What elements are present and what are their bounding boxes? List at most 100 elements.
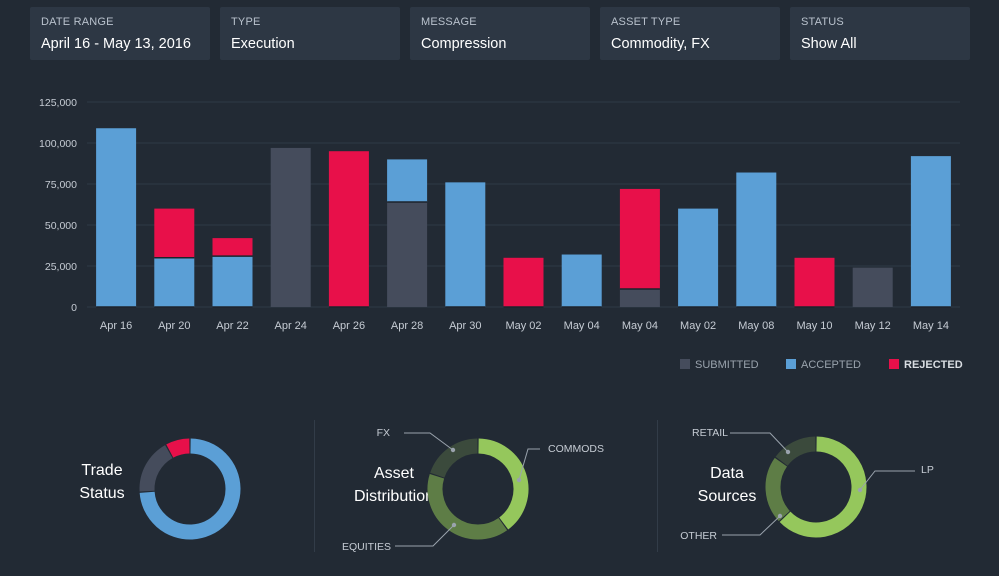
x-tick-label: May 02 xyxy=(505,320,541,332)
y-tick-label: 50,000 xyxy=(45,220,77,232)
filter-value: April 16 - May 13, 2016 xyxy=(41,36,191,52)
bar-accepted[interactable] xyxy=(561,254,602,307)
x-tick-label: Apr 20 xyxy=(158,320,190,332)
y-tick-label: 25,000 xyxy=(45,261,77,273)
filter-label: MESSAGE xyxy=(421,16,477,28)
bar-submitted[interactable] xyxy=(270,147,311,307)
callout-label: LP xyxy=(921,464,934,476)
callout-line xyxy=(395,524,455,547)
trade-status-title: Trade Status xyxy=(62,459,142,505)
legend-item-accepted[interactable]: ACCEPTED xyxy=(786,359,861,371)
callout-line xyxy=(722,515,781,536)
callout-line xyxy=(730,432,789,453)
filter-value: Compression xyxy=(421,36,507,52)
callout-dot xyxy=(785,449,791,455)
filter-value: Commodity, FX xyxy=(611,36,710,52)
donut-segment-equities[interactable] xyxy=(427,474,508,540)
legend-swatch xyxy=(680,359,690,369)
legend-swatch xyxy=(889,359,899,369)
bar-accepted[interactable] xyxy=(96,128,137,307)
bar-rejected[interactable] xyxy=(212,238,253,257)
y-tick-label: 100,000 xyxy=(39,138,77,150)
filter-value: Show All xyxy=(801,36,857,52)
bar-accepted[interactable] xyxy=(910,156,951,307)
callout-dot xyxy=(857,487,863,493)
bar-rejected[interactable] xyxy=(503,257,544,307)
x-tick-label: May 12 xyxy=(855,320,891,332)
legend-item-submitted[interactable]: SUBMITTED xyxy=(680,359,759,371)
legend-label: ACCEPTED xyxy=(801,359,861,371)
callout-dot xyxy=(516,477,522,483)
bar-accepted[interactable] xyxy=(736,172,777,307)
donut-segment-retail[interactable] xyxy=(775,436,816,467)
donut-segment-other[interactable] xyxy=(765,457,791,522)
callout-line xyxy=(859,470,915,491)
callout-label: EQUITIES xyxy=(342,541,391,553)
bar-rejected[interactable] xyxy=(154,208,195,258)
bar-rejected[interactable] xyxy=(619,188,660,289)
data-sources-donut: LP RETAIL OTHER xyxy=(680,427,934,542)
filter-label: TYPE xyxy=(231,16,261,28)
bar-submitted[interactable] xyxy=(852,267,893,307)
callout-line xyxy=(404,432,454,451)
bar-submitted[interactable] xyxy=(619,288,660,307)
donut-segment-submitted[interactable] xyxy=(139,445,173,492)
legend-label: SUBMITTED xyxy=(695,359,759,371)
donut-segment-accepted[interactable] xyxy=(139,438,241,540)
filter-message[interactable]: MESSAGE Compression xyxy=(410,7,590,60)
bar-chart: 125,000 100,000 75,000 50,000 25,000 0 Apr 16 A… xyxy=(39,97,960,332)
donut-segment-fx[interactable] xyxy=(430,438,478,478)
legend-label: REJECTED xyxy=(904,359,963,371)
title-line: Sources xyxy=(697,488,757,505)
x-tick-label: Apr 24 xyxy=(274,320,306,332)
x-tick-label: Apr 16 xyxy=(100,320,132,332)
asset-distribution-title: Asset Distribution xyxy=(320,462,468,508)
title-line: Distribution xyxy=(353,488,435,505)
filter-date-range[interactable]: DATE RANGE April 16 - May 13, 2016 xyxy=(30,7,210,60)
filter-label: STATUS xyxy=(801,16,844,28)
x-tick-label: May 10 xyxy=(796,320,832,332)
callout-label: OTHER xyxy=(680,530,717,542)
x-tick-label: Apr 22 xyxy=(216,320,248,332)
x-tick-label: Apr 28 xyxy=(391,320,423,332)
title-line: Status xyxy=(79,485,125,502)
bar-submitted[interactable] xyxy=(387,202,428,307)
x-tick-label: May 14 xyxy=(913,320,949,332)
data-sources-title: Data Sources xyxy=(672,462,782,508)
trade-status-donut xyxy=(139,438,241,540)
x-tick-label: Apr 30 xyxy=(449,320,481,332)
bar-accepted[interactable] xyxy=(387,159,428,203)
title-line: Data xyxy=(710,465,744,482)
y-tick-label: 0 xyxy=(71,302,77,314)
bar-accepted[interactable] xyxy=(212,256,253,307)
bar-accepted[interactable] xyxy=(445,182,486,307)
donut-segment-lp[interactable] xyxy=(779,436,867,538)
filter-label: DATE RANGE xyxy=(41,16,114,28)
callout-label: RETAIL xyxy=(692,427,728,439)
filter-asset-type[interactable]: ASSET TYPE Commodity, FX xyxy=(600,7,780,60)
filter-type[interactable]: TYPE Execution xyxy=(220,7,400,60)
bar-rejected[interactable] xyxy=(328,151,369,307)
filter-value: Execution xyxy=(231,36,295,52)
legend-item-rejected[interactable]: REJECTED xyxy=(889,359,963,371)
callout-label: FX xyxy=(377,427,390,439)
title-line: Asset xyxy=(373,465,414,482)
callout-dot xyxy=(777,513,783,519)
filter-bar: DATE RANGE April 16 - May 13, 2016 TYPE … xyxy=(30,7,970,60)
filter-status[interactable]: STATUS Show All xyxy=(790,7,970,60)
donut-segment-commods[interactable] xyxy=(478,438,529,530)
x-tick-label: Apr 26 xyxy=(333,320,365,332)
callout-label: COMMODS xyxy=(548,443,604,455)
donut-segment-rejected[interactable] xyxy=(166,438,190,458)
divider xyxy=(657,420,658,552)
divider xyxy=(314,420,315,552)
bar-accepted[interactable] xyxy=(154,257,195,307)
x-tick-label: May 02 xyxy=(680,320,716,332)
x-tick-label: May 04 xyxy=(564,320,600,332)
asset-distribution-donut: COMMODS FX EQUITIES xyxy=(342,427,604,553)
callout-dot xyxy=(450,447,456,453)
title-line: Trade xyxy=(81,462,123,479)
callout-line xyxy=(518,448,540,481)
bar-accepted[interactable] xyxy=(678,208,719,307)
bar-rejected[interactable] xyxy=(794,257,835,307)
